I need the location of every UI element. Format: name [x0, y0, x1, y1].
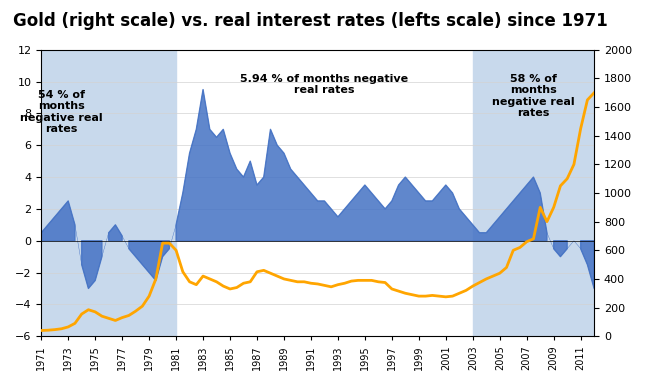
- Bar: [473, 50, 594, 336]
- Text: 54 % of
months
negative real
rates: 54 % of months negative real rates: [20, 90, 103, 134]
- Text: Gold (right scale) vs. real interest rates (lefts scale) since 1971: Gold (right scale) vs. real interest rat…: [13, 12, 608, 30]
- Text: 5.94 % of months negative
real rates: 5.94 % of months negative real rates: [241, 74, 408, 95]
- Bar: [41, 50, 176, 336]
- Text: 58 % of
months
negative real
rates: 58 % of months negative real rates: [492, 74, 575, 119]
